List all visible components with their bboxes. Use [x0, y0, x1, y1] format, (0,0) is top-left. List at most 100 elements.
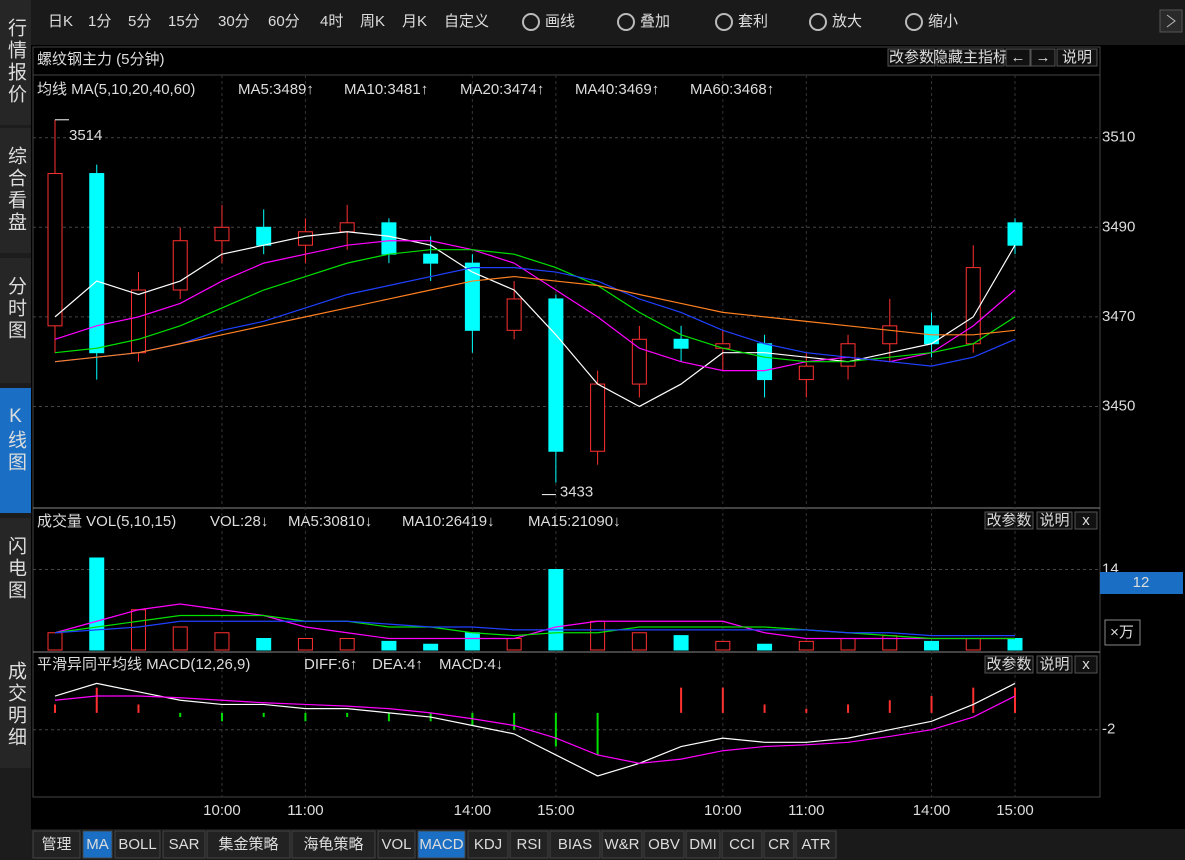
- bottom-tab[interactable]: [721, 830, 763, 859]
- legend-entry: 平滑异同平均线 MACD(12,26,9): [37, 656, 250, 673]
- tool-icon: [522, 13, 540, 31]
- period-button[interactable]: 4时: [320, 13, 343, 30]
- sidebar-tab[interactable]: [0, 643, 31, 768]
- bottom-tab[interactable]: [417, 830, 466, 859]
- x-tick-label: 15:00: [537, 802, 575, 819]
- sidebar-tab[interactable]: [0, 258, 31, 383]
- sidebar-tab[interactable]: [0, 128, 31, 253]
- sidebar-tab-label: 综合看盘: [5, 146, 27, 234]
- volume-bar: [130, 609, 146, 651]
- bottom-tab-label: BOLL: [118, 836, 156, 853]
- bottom-tab[interactable]: [206, 830, 291, 859]
- volume-bar: [172, 626, 188, 651]
- sidebar-tab-label: 闪电图: [5, 536, 26, 602]
- bottom-tab[interactable]: [601, 830, 643, 859]
- panel-button-label: x: [1082, 512, 1090, 529]
- period-button[interactable]: 30分: [218, 13, 250, 30]
- sidebar-tab[interactable]: [0, 518, 31, 643]
- panel-button[interactable]: [984, 511, 1034, 530]
- x-tick-label: 11:00: [788, 802, 824, 819]
- bottom-tab-label: KDJ: [474, 836, 502, 853]
- y-tick-label: 3470: [1102, 308, 1135, 325]
- tool-button[interactable]: 画线: [545, 13, 575, 30]
- panel-button[interactable]: [1074, 511, 1098, 530]
- period-button[interactable]: 1分: [88, 13, 111, 30]
- legend-entry: MA15:21090↓: [528, 513, 621, 530]
- panel-button[interactable]: [1036, 511, 1073, 530]
- period-button[interactable]: 月K: [402, 13, 427, 30]
- sidebar-tab[interactable]: [0, 388, 31, 513]
- bottom-tab-label: CCI: [729, 836, 755, 853]
- tool-button[interactable]: 套利: [738, 13, 768, 30]
- tool-button[interactable]: 缩小: [928, 13, 958, 30]
- volume-bar: [423, 643, 439, 651]
- tool-icon: [809, 13, 827, 31]
- panel-button-label: 隐藏主指标: [933, 49, 1008, 66]
- volume-bar: [840, 638, 856, 651]
- bottom-tab[interactable]: [685, 830, 721, 859]
- bottom-tab[interactable]: [162, 830, 206, 859]
- bottom-tab[interactable]: [795, 830, 837, 859]
- panel-button[interactable]: [1074, 655, 1098, 674]
- panel-button[interactable]: [936, 48, 1005, 67]
- sidebar-tab-label: 行情报价: [5, 18, 27, 106]
- volume-bar: [1007, 638, 1023, 651]
- bottom-tab[interactable]: [643, 830, 685, 859]
- volume-bar: [548, 569, 564, 651]
- bottom-tab-label: BIAS: [558, 836, 592, 853]
- candle-body: [506, 298, 522, 331]
- candle-body: [464, 262, 480, 331]
- period-button[interactable]: 自定义: [444, 13, 489, 30]
- bottom-tab[interactable]: [82, 830, 113, 859]
- bottom-tab[interactable]: [763, 830, 795, 859]
- tool-button[interactable]: 放大: [832, 13, 862, 30]
- volume-bar: [757, 643, 773, 651]
- bottom-tab[interactable]: [32, 830, 81, 859]
- indicator-line: [54, 231, 1016, 408]
- candle-body: [882, 325, 898, 345]
- volume-bar: [798, 640, 814, 651]
- volume-bar: [506, 638, 522, 651]
- volume-bar: [464, 632, 480, 651]
- period-button[interactable]: 60分: [268, 13, 300, 30]
- legend-entry: MACD:4↓: [439, 656, 503, 673]
- panel-button[interactable]: [1030, 48, 1056, 67]
- bottom-tab[interactable]: [509, 830, 549, 859]
- unit-box: [1104, 619, 1141, 646]
- tool-button[interactable]: 叠加: [640, 13, 670, 30]
- panel-button[interactable]: [1036, 655, 1073, 674]
- volume-bar: [256, 638, 272, 651]
- panel-button[interactable]: [1005, 48, 1031, 67]
- bottom-tab-label: DMI: [689, 836, 717, 853]
- bottom-tab[interactable]: [467, 830, 509, 859]
- candle-body: [89, 173, 105, 354]
- candle-body: [130, 289, 146, 354]
- candle-body: [715, 343, 731, 349]
- high-annotation: 3514: [69, 127, 102, 144]
- panel-button[interactable]: [984, 655, 1034, 674]
- bottom-tab[interactable]: [114, 830, 161, 859]
- candle-body: [757, 343, 773, 381]
- toolbar-more[interactable]: [1159, 9, 1183, 33]
- indicator-line: [54, 620, 1015, 637]
- panel-button[interactable]: [887, 48, 936, 67]
- bottom-tab-label: SAR: [169, 836, 200, 853]
- y-tick-label: -2: [1102, 721, 1115, 738]
- y-tick-label: 3450: [1102, 397, 1135, 414]
- volume-bar: [89, 557, 105, 651]
- legend-entry: MA20:3474↑: [460, 81, 544, 98]
- legend-entry: 成交量 VOL(5,10,15): [37, 512, 176, 530]
- panel-button[interactable]: [1056, 48, 1098, 67]
- panel-button-label: →: [1036, 49, 1051, 66]
- sidebar-tab[interactable]: [0, 0, 31, 125]
- panel-button-label: x: [1082, 656, 1090, 673]
- chevron-icon: [1166, 14, 1176, 28]
- volume-bar: [924, 640, 940, 651]
- period-button[interactable]: 周K: [360, 13, 385, 30]
- period-button[interactable]: 日K: [48, 13, 73, 30]
- period-button[interactable]: 5分: [128, 13, 151, 30]
- bottom-tab[interactable]: [377, 830, 416, 859]
- period-button[interactable]: 15分: [168, 13, 200, 30]
- bottom-tab[interactable]: [291, 830, 376, 859]
- bottom-tab[interactable]: [549, 830, 601, 859]
